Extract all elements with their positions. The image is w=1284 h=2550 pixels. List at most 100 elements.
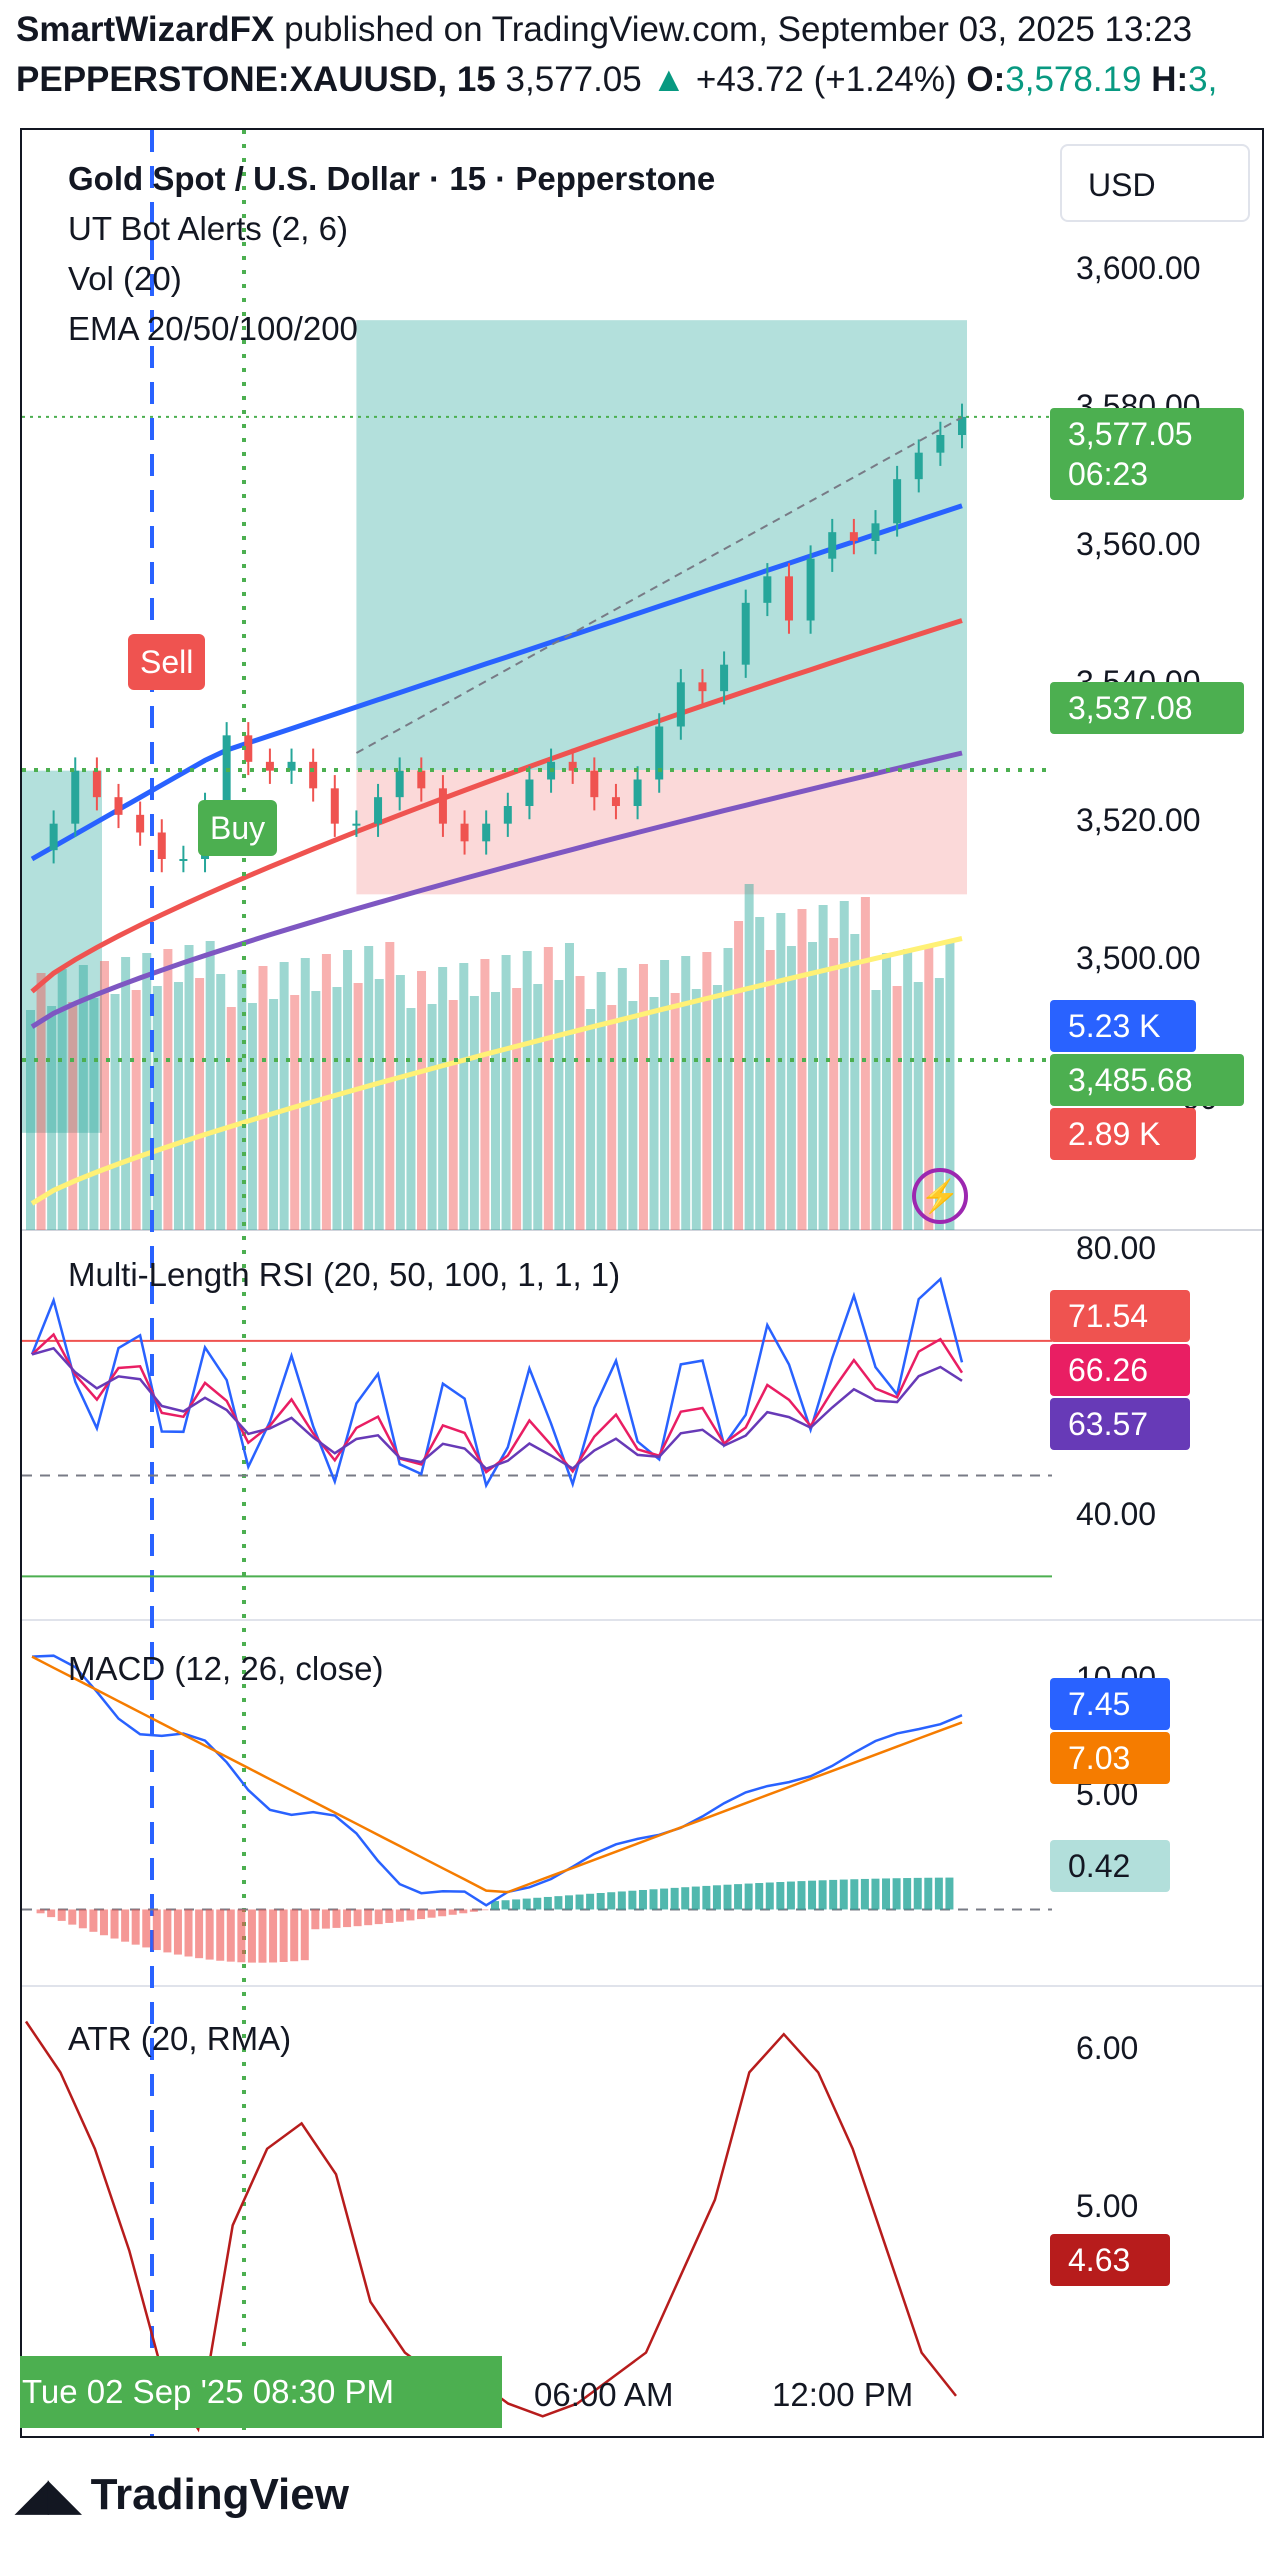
candle-body (525, 779, 534, 806)
chart-area[interactable]: Gold Spot / U.S. Dollar · 15 · Peppersto… (20, 128, 1264, 2438)
volume-bar (797, 909, 807, 1230)
macd-histogram-bar (364, 1909, 373, 1926)
candle-body (590, 770, 599, 798)
candle-body (482, 823, 491, 842)
rsi-mid-tag: 66.26 (1050, 1344, 1190, 1396)
published-text: published on TradingView.com, September … (284, 10, 1193, 49)
macd-histogram-bar (491, 1901, 499, 1910)
volume-bar (78, 965, 88, 1230)
volume-bar (765, 950, 775, 1230)
macd-histogram-bar (723, 1884, 732, 1910)
macd-histogram-bar (385, 1909, 394, 1923)
volume-bar (184, 945, 194, 1230)
macd-histogram-bar (311, 1909, 320, 1930)
volume-bar (501, 955, 511, 1230)
position-trend-line (355, 416, 963, 754)
macd-label[interactable]: MACD (12, 26, close) (68, 1650, 384, 1687)
volume-bar (913, 982, 923, 1230)
macd-histogram-bar (860, 1878, 869, 1910)
macd-line (31, 1654, 963, 1907)
macd-tag: 7.45 (1050, 1678, 1170, 1730)
macd-histogram-bar (131, 1909, 140, 1945)
open-value: 3,578.19 (1005, 60, 1142, 99)
volume-bar (353, 983, 363, 1230)
volume-bar (300, 958, 310, 1230)
macd-histogram-bar (216, 1909, 225, 1961)
high-value: 3, (1188, 60, 1218, 99)
volume-bar (723, 948, 733, 1230)
atr-label[interactable]: ATR (20, RMA) (68, 2020, 292, 2057)
candle-body (92, 770, 101, 798)
tv-logo-icon: ◢◣ (16, 2471, 81, 2518)
candle-body (828, 532, 837, 559)
symbol-header: PEPPERSTONE:XAUUSD, 15 3,577.05 ▲ +43.72… (16, 60, 1217, 100)
macd-histogram-bar (395, 1909, 404, 1922)
volume-bar (142, 953, 152, 1230)
volume-bar (818, 905, 828, 1230)
macd-histogram-bar (596, 1892, 605, 1910)
alert-lightning-icon[interactable]: ⚡ (912, 1168, 968, 1224)
price-tick: 3,560.00 (1076, 526, 1201, 562)
macd-histogram-bar (871, 1878, 880, 1910)
currency-button[interactable]: USD (1060, 144, 1250, 222)
volume-bar (321, 954, 331, 1230)
macd-histogram-bar (945, 1877, 954, 1910)
rsi-label[interactable]: Multi-Length RSI (20, 50, 100, 1, 1, 1) (68, 1256, 621, 1293)
macd-histogram-bar (924, 1877, 933, 1910)
candle-body (741, 602, 750, 665)
candle-body (698, 682, 707, 692)
macd-histogram-bar (628, 1890, 637, 1910)
volume-bar (258, 966, 268, 1230)
last-price-tag-value: 3,577.05 (1068, 416, 1193, 452)
volume-bar (871, 990, 881, 1230)
candle-body (179, 859, 188, 861)
countdown-timer: 06:23 (1068, 456, 1149, 492)
volume-bar (681, 956, 691, 1230)
volume-bar (163, 949, 173, 1230)
candle-body (49, 823, 58, 851)
macd-histogram-bar (226, 1909, 235, 1962)
macd-histogram-bar (374, 1909, 383, 1925)
volume-bar (839, 901, 849, 1230)
candle-body (611, 797, 620, 806)
volume-bar (247, 1003, 257, 1230)
chart-canvas[interactable] (22, 130, 1264, 2438)
macd-histogram-bar (512, 1899, 521, 1910)
macd-histogram-bar (237, 1909, 246, 1963)
macd-histogram-bar (765, 1882, 774, 1910)
macd-histogram-bar (459, 1909, 468, 1914)
macd-histogram-bar (99, 1909, 108, 1936)
legend-ema[interactable]: EMA 20/50/100/200 (68, 310, 358, 347)
macd-histogram-bar (173, 1909, 182, 1955)
macd-histogram-bar (152, 1909, 161, 1951)
candle-body (352, 823, 361, 826)
ema200-tag: 3,485.68 (1050, 1054, 1244, 1106)
macd-histogram-bar (290, 1909, 299, 1962)
legend-ut-bot[interactable]: UT Bot Alerts (2, 6) (68, 210, 348, 247)
volume-bar (755, 917, 765, 1230)
candle-body (114, 797, 123, 815)
volume-bar (374, 979, 384, 1230)
macd-histogram-bar (734, 1884, 743, 1910)
macd-histogram-bar (205, 1909, 214, 1960)
legend-volume[interactable]: Vol (20) (68, 260, 182, 297)
time-label: 06:00 AM (534, 2376, 674, 2413)
macd-histogram-bar (269, 1909, 278, 1963)
candle-body (655, 726, 664, 780)
author-name: SmartWizardFX (16, 10, 275, 49)
macd-histogram-bar (163, 1909, 172, 1953)
legend-title: Gold Spot / U.S. Dollar · 15 · Peppersto… (68, 160, 716, 197)
volume-bar (850, 934, 860, 1230)
volume-bar (491, 992, 500, 1230)
symbol-name: PEPPERSTONE:XAUUSD, 15 (16, 60, 496, 99)
volume-bar (575, 976, 585, 1230)
volume-bar (892, 986, 902, 1230)
candle-body (936, 435, 945, 453)
volume-bar (110, 994, 120, 1230)
candle-body (71, 770, 80, 824)
volume-bar (438, 967, 448, 1230)
volume-bar (512, 988, 522, 1230)
macd-histogram-bar (744, 1883, 753, 1910)
candle-body (309, 761, 318, 789)
volume-bar (702, 952, 712, 1230)
